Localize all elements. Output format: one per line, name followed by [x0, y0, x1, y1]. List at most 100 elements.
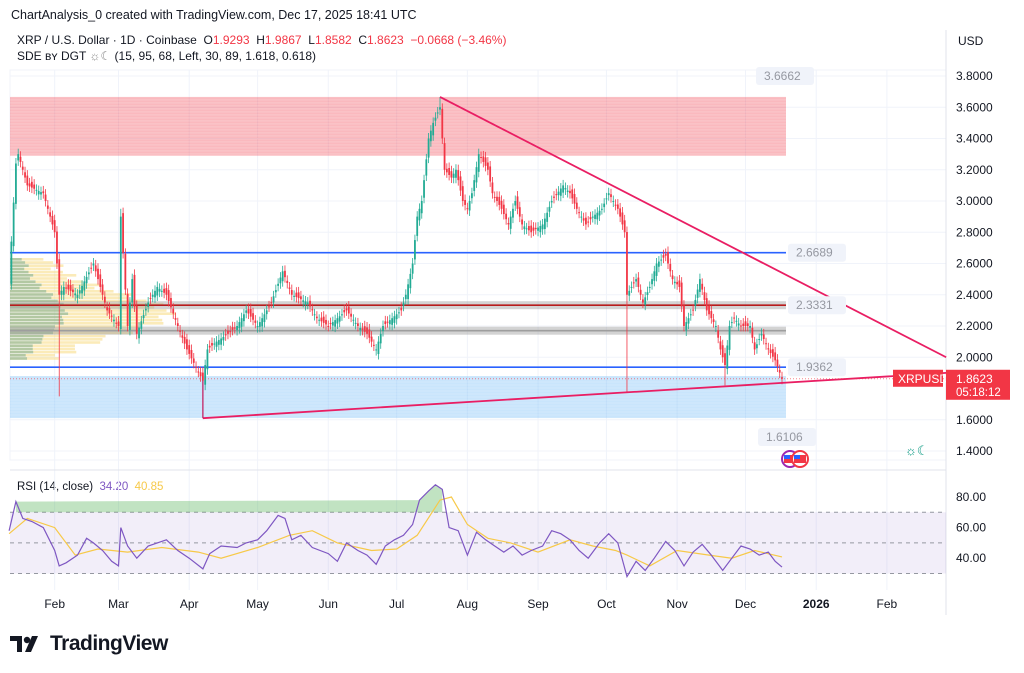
candle-body	[211, 343, 213, 346]
candle-body	[37, 190, 40, 195]
chart-credit: ChartAnalysis_0 created with TradingView…	[11, 8, 417, 22]
candle-body	[404, 294, 407, 300]
candle-body	[657, 261, 660, 267]
candle-body	[24, 172, 26, 178]
candle-body	[295, 292, 298, 297]
candle-body	[247, 308, 250, 314]
candle-body	[334, 320, 337, 327]
level-label: 2.6689	[788, 243, 846, 262]
rsi-line	[8, 484, 783, 579]
candle-body	[443, 143, 446, 170]
price-tick-label: 3.6000	[956, 100, 993, 114]
candle-body	[361, 328, 364, 330]
rsi-legend[interactable]: RSI (14, close) 34.20 40.85	[17, 481, 163, 493]
candle-body	[516, 196, 519, 209]
candle-body	[156, 286, 159, 296]
symbol-title[interactable]: XRP / U.S. Dollar · 1D · Coinbase	[17, 33, 197, 47]
candle-body	[673, 281, 676, 284]
candle-body	[72, 289, 74, 293]
candle-body	[749, 326, 751, 328]
candle-body	[696, 289, 699, 298]
candle-body	[119, 216, 122, 330]
candle-body	[17, 154, 20, 161]
candle-body	[694, 299, 697, 306]
time-tick-label: Dec	[735, 597, 756, 611]
rsi-overbought-fill	[15, 484, 443, 513]
volume-profile	[10, 258, 176, 360]
candle-body	[154, 290, 156, 298]
tradingview-logo[interactable]: TradingView	[10, 632, 168, 656]
candle-body	[122, 213, 124, 254]
volume-profile-bar-up	[10, 296, 52, 299]
price-tick-label: 3.8000	[956, 69, 993, 83]
candle-body	[445, 168, 448, 173]
candle-body	[393, 316, 396, 323]
zones	[10, 96, 786, 419]
candle-body	[484, 157, 487, 166]
candle-body	[489, 166, 492, 182]
candle-body	[284, 270, 286, 278]
candle-body	[338, 316, 341, 322]
price-tick-label: 3.2000	[956, 163, 993, 177]
candle-body	[555, 194, 558, 196]
candle-body	[566, 190, 569, 193]
candle-body	[129, 302, 131, 330]
candle-body	[277, 283, 280, 286]
volume-profile-bar-up	[10, 309, 65, 312]
time-tick-label: 2026	[803, 597, 830, 611]
candle-body	[290, 290, 293, 295]
volume-profile-bar-up	[10, 338, 43, 341]
candle-body	[644, 297, 647, 305]
candle-body	[423, 180, 425, 198]
time-tick-label: Sep	[527, 597, 549, 611]
candle-body	[65, 287, 67, 289]
candle-body	[771, 349, 774, 357]
price-tick-label: 2.2000	[956, 319, 993, 333]
candle-body	[306, 302, 309, 304]
candle-body	[781, 377, 783, 379]
candle-body	[475, 167, 478, 183]
indicator-params: (15, 95, 68, Left, 30, 89, 1.618, 0.618)	[114, 49, 317, 63]
candle-body	[40, 192, 42, 195]
candle-body	[60, 290, 63, 295]
candle-body	[215, 341, 218, 347]
volume-profile-bar-up	[10, 286, 40, 290]
candle-body	[158, 288, 161, 292]
candle-body	[352, 319, 355, 321]
time-tick-label: Nov	[666, 597, 687, 611]
candle-body	[318, 319, 321, 321]
candle-body	[213, 343, 216, 345]
volume-profile-bar-up	[10, 302, 64, 306]
candle-body	[705, 298, 708, 311]
volume-profile-bar-up	[10, 322, 64, 325]
candle-body	[28, 183, 31, 187]
currency-label[interactable]: USD	[958, 34, 984, 48]
candle-body	[240, 318, 243, 327]
candle-body	[144, 308, 147, 311]
time-tick-label: Jun	[319, 597, 338, 611]
level-label: 1.9362	[788, 358, 846, 377]
candle-body	[181, 335, 184, 338]
time-tick-label: Jul	[389, 597, 404, 611]
candle-body	[708, 305, 710, 315]
price-tag: 1.8623	[956, 372, 993, 386]
candle-body	[664, 253, 667, 256]
candle-body	[35, 189, 38, 191]
rsi-tick-label: 80.00	[956, 490, 986, 504]
candle-body	[589, 217, 592, 220]
candle-body	[51, 215, 54, 225]
candle-body	[530, 225, 533, 233]
volume-profile-bar-up	[10, 306, 61, 309]
candle-body	[83, 281, 86, 291]
candle-body	[297, 292, 300, 299]
candle-body	[635, 279, 637, 282]
candle-body	[99, 274, 102, 287]
candle-body	[368, 329, 371, 338]
candle-body	[699, 279, 701, 292]
volume-profile-bar	[10, 283, 101, 287]
indicator-legend[interactable]: SDE ʙʏ DGT ☼☾ (15, 95, 68, Left, 30, 89,…	[17, 49, 316, 63]
candle-body	[710, 311, 713, 319]
candle-body	[603, 203, 606, 208]
